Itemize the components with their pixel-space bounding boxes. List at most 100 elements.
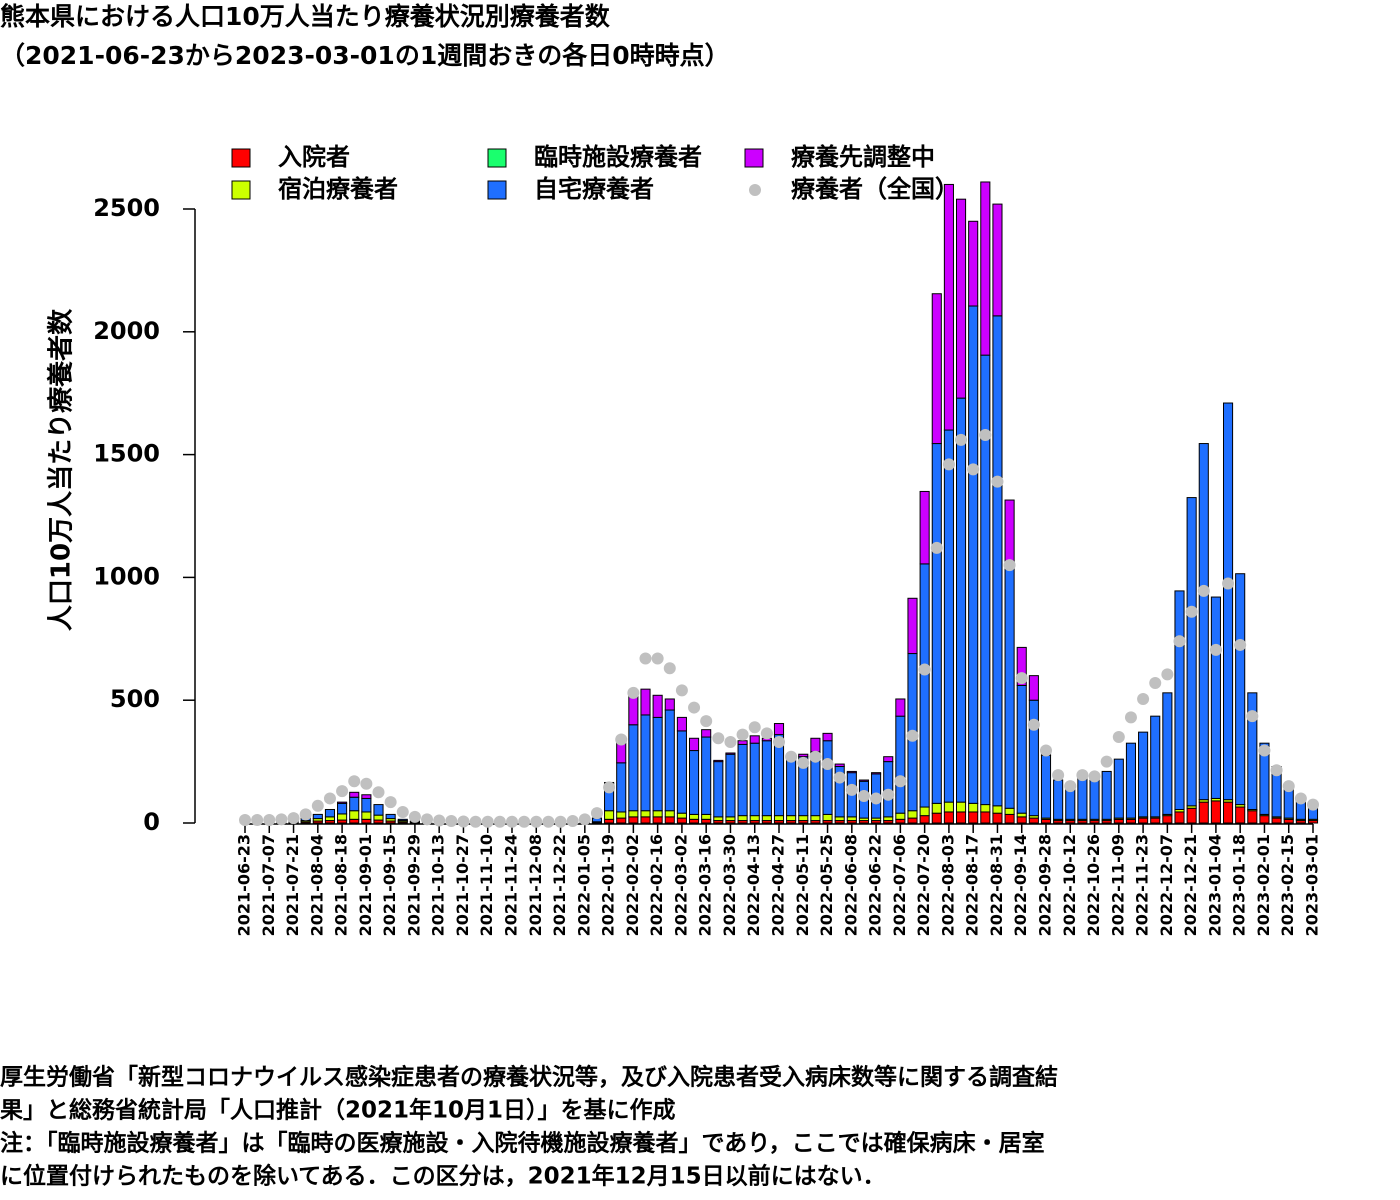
point — [1173, 635, 1186, 648]
x-tick-label: 2023-02-01 — [1254, 834, 1273, 936]
point — [1137, 692, 1150, 705]
point — [263, 814, 276, 827]
point — [882, 788, 895, 801]
bar-segment — [1198, 443, 1209, 801]
bar-segment — [664, 698, 675, 711]
bar-segment — [895, 812, 906, 820]
bar-segment — [907, 597, 918, 655]
point — [809, 750, 822, 763]
point — [396, 805, 409, 818]
point — [894, 775, 907, 788]
point — [1064, 780, 1077, 793]
bar-segment — [822, 813, 833, 822]
x-tick-label: 2021-06-23 — [235, 834, 254, 936]
x-tick-label: 2022-07-06 — [890, 834, 909, 936]
bar-segment — [361, 811, 372, 820]
bar-segment — [1101, 770, 1112, 820]
point — [651, 652, 664, 665]
bar-segment — [822, 732, 833, 742]
x-tick-label: 2022-10-26 — [1084, 834, 1103, 936]
bar-segment — [725, 753, 736, 818]
bar-segment — [1186, 497, 1197, 807]
x-tick-label: 2022-03-30 — [720, 834, 739, 936]
point — [348, 775, 361, 788]
bar-segment — [883, 816, 894, 822]
point — [408, 810, 421, 823]
legend-marker — [744, 148, 764, 168]
bar-segment — [337, 813, 348, 821]
point — [457, 815, 470, 828]
bar-segment — [810, 815, 821, 822]
bar-segment — [361, 797, 372, 813]
bar-segment — [688, 737, 700, 752]
point — [1294, 792, 1307, 805]
bar-segment — [1162, 815, 1173, 824]
x-tick-label: 2023-03-01 — [1303, 834, 1322, 936]
bar-segment — [1016, 816, 1027, 824]
bar-segment — [616, 811, 627, 819]
footnote: 果」と総務省統計局「人口推計（2021年10月1日）」を基に作成 — [0, 1097, 676, 1124]
x-tick-label: 2022-08-03 — [938, 834, 957, 936]
bar-segment — [749, 742, 760, 817]
x-tick-label: 2021-08-18 — [332, 834, 351, 936]
x-tick-label: 2022-05-11 — [793, 834, 812, 936]
point — [870, 792, 883, 805]
legend-marker — [487, 180, 507, 200]
x-tick-label: 2021-08-04 — [307, 834, 326, 936]
bar-segment — [931, 443, 942, 804]
bar-segment — [749, 735, 760, 744]
point — [1088, 770, 1101, 783]
point — [554, 815, 567, 828]
point — [1258, 744, 1271, 757]
bar-segment — [652, 694, 663, 718]
bar-segment — [749, 815, 760, 822]
point — [275, 813, 288, 826]
legend-label: 臨時施設療養者 — [534, 143, 702, 171]
bar-segment — [761, 740, 772, 817]
bar-segment — [640, 688, 651, 716]
point — [372, 786, 385, 799]
y-tick-label: 0 — [143, 808, 160, 836]
x-tick-label: 2021-11-24 — [502, 834, 521, 936]
bar-segment — [883, 756, 894, 763]
point — [700, 715, 713, 728]
point — [760, 727, 773, 740]
bar-segment — [1235, 573, 1246, 806]
point — [1222, 577, 1235, 590]
x-tick-label: 2022-08-17 — [963, 834, 982, 936]
bar-segment — [1125, 742, 1137, 819]
x-tick-label: 2022-07-20 — [914, 834, 933, 936]
bar-segment — [992, 805, 1003, 814]
y-tick-label: 1000 — [93, 562, 160, 590]
bar-segment — [773, 723, 785, 736]
bar-segment — [688, 750, 700, 815]
bar-segment — [992, 315, 1003, 807]
bar-segment — [1004, 563, 1015, 809]
bar-segment — [955, 801, 967, 813]
point — [967, 463, 980, 476]
x-tick-label: 2023-01-18 — [1230, 834, 1249, 936]
bar-segment — [1271, 817, 1282, 824]
legend-label: 療養先調整中 — [791, 143, 935, 171]
point — [1161, 668, 1174, 681]
bar-segment — [688, 813, 700, 820]
x-tick-label: 2022-09-28 — [1036, 834, 1055, 936]
bar-segment — [1247, 692, 1258, 810]
bar-segment — [834, 816, 845, 822]
x-tick-label: 2021-07-21 — [283, 834, 302, 936]
bar-segment — [324, 808, 336, 818]
x-tick-label: 2022-10-12 — [1060, 834, 1079, 936]
bar-segment — [616, 762, 627, 813]
bar-segment — [1174, 590, 1185, 810]
bar-segment — [895, 698, 906, 717]
bar-segment — [1004, 813, 1015, 824]
x-tick-label: 2021-09-29 — [404, 834, 423, 936]
bar-segment — [931, 802, 942, 814]
point — [906, 729, 919, 742]
point — [287, 812, 300, 825]
bar-segment — [616, 817, 627, 824]
legend-label: 自宅療養者 — [534, 175, 654, 203]
bar-segment — [725, 752, 736, 755]
point — [493, 815, 506, 828]
